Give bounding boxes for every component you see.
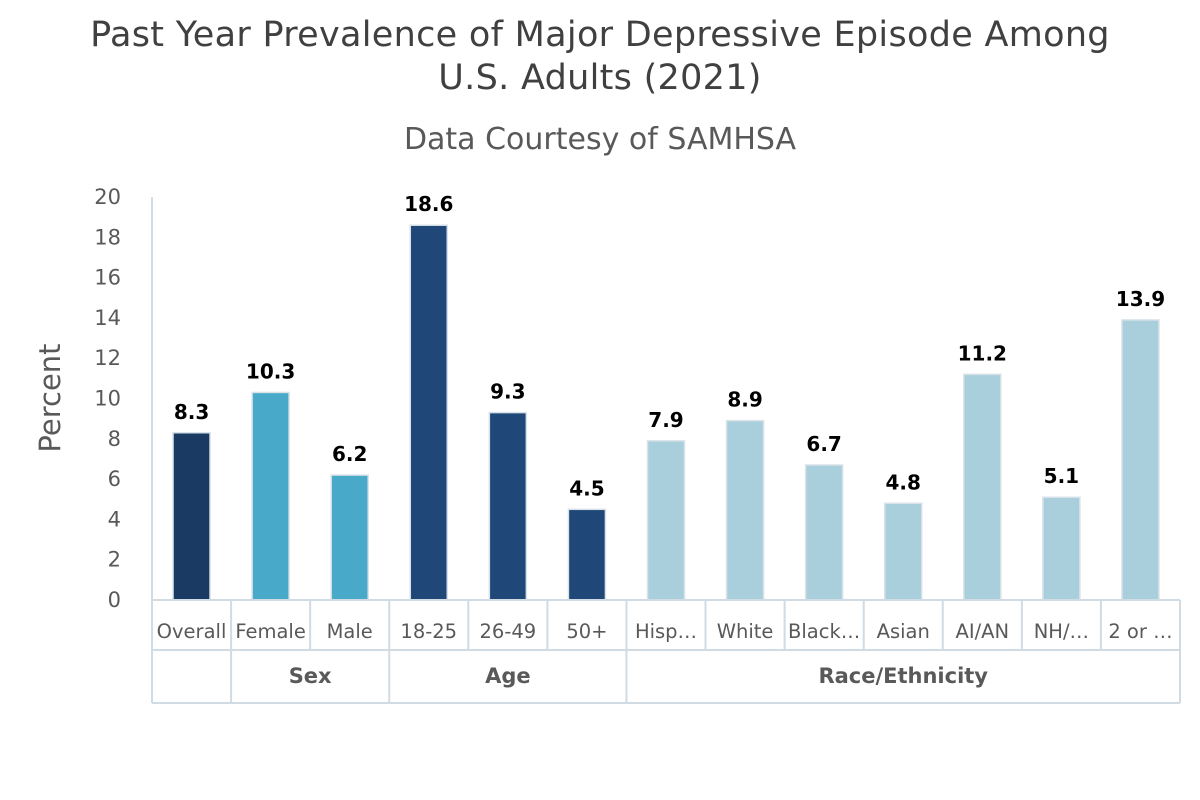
x-tick-label: NH/… bbox=[1034, 620, 1089, 643]
bar bbox=[963, 373, 1002, 601]
y-tick-label: 10 bbox=[94, 387, 121, 411]
bar bbox=[251, 391, 290, 601]
x-tick-label: 2 or … bbox=[1108, 620, 1172, 643]
y-tick-label: 6 bbox=[108, 467, 121, 491]
data-label: 7.9 bbox=[648, 408, 683, 432]
bar bbox=[804, 464, 844, 601]
bar bbox=[409, 224, 449, 601]
bar bbox=[567, 508, 607, 601]
x-tick-label: Hisp… bbox=[635, 620, 697, 643]
data-label: 9.3 bbox=[490, 380, 525, 404]
bar bbox=[488, 411, 528, 601]
group-label: Race/Ethnicity bbox=[818, 664, 988, 688]
x-tick-label: Male bbox=[327, 620, 373, 643]
x-tick-label: 18-25 bbox=[400, 620, 457, 643]
y-tick-label: 0 bbox=[108, 588, 121, 612]
y-tick-label: 8 bbox=[108, 427, 121, 451]
data-label: 6.7 bbox=[806, 432, 841, 456]
bar bbox=[1042, 496, 1081, 601]
data-label: 10.3 bbox=[246, 359, 295, 383]
data-label: 8.9 bbox=[727, 388, 762, 412]
x-tick-label: Female bbox=[235, 620, 306, 643]
data-label: 4.5 bbox=[569, 476, 604, 500]
bar bbox=[172, 432, 211, 601]
bar bbox=[883, 502, 923, 601]
data-label: 8.3 bbox=[174, 400, 209, 424]
data-label: 5.1 bbox=[1044, 464, 1079, 488]
x-tick-label: Overall bbox=[157, 620, 227, 643]
group-label: Age bbox=[485, 664, 531, 688]
data-label: 11.2 bbox=[958, 341, 1007, 365]
bar bbox=[330, 474, 369, 601]
bar bbox=[646, 440, 686, 601]
data-label: 13.9 bbox=[1116, 287, 1165, 311]
group-label: Sex bbox=[289, 664, 332, 688]
x-tick-label: Asian bbox=[877, 620, 930, 643]
x-tick-label: 26-49 bbox=[480, 620, 537, 643]
y-tick-label: 18 bbox=[94, 225, 121, 249]
bar bbox=[1121, 319, 1160, 601]
x-tick-label: White bbox=[717, 620, 774, 643]
x-tick-label: Black… bbox=[788, 620, 860, 643]
chart-subtitle: Data Courtesy of SAMHSA bbox=[403, 122, 797, 157]
y-tick-label: 12 bbox=[94, 346, 121, 370]
chart-title-line-1: Past Year Prevalence of Major Depressive… bbox=[90, 15, 1110, 55]
y-tick-label: 4 bbox=[108, 507, 121, 531]
y-tick-label: 16 bbox=[94, 266, 121, 290]
data-label: 18.6 bbox=[404, 192, 453, 216]
x-tick-label: AI/AN bbox=[956, 620, 1010, 643]
data-label: 4.8 bbox=[886, 470, 921, 494]
y-tick-label: 2 bbox=[108, 548, 121, 572]
chart-title-line-2: U.S. Adults (2021) bbox=[438, 58, 762, 98]
x-tick-label: 50+ bbox=[566, 620, 607, 643]
y-tick-label: 20 bbox=[94, 185, 121, 209]
y-tick-label: 14 bbox=[94, 306, 121, 330]
data-label: 6.2 bbox=[332, 442, 367, 466]
bar bbox=[725, 419, 765, 601]
